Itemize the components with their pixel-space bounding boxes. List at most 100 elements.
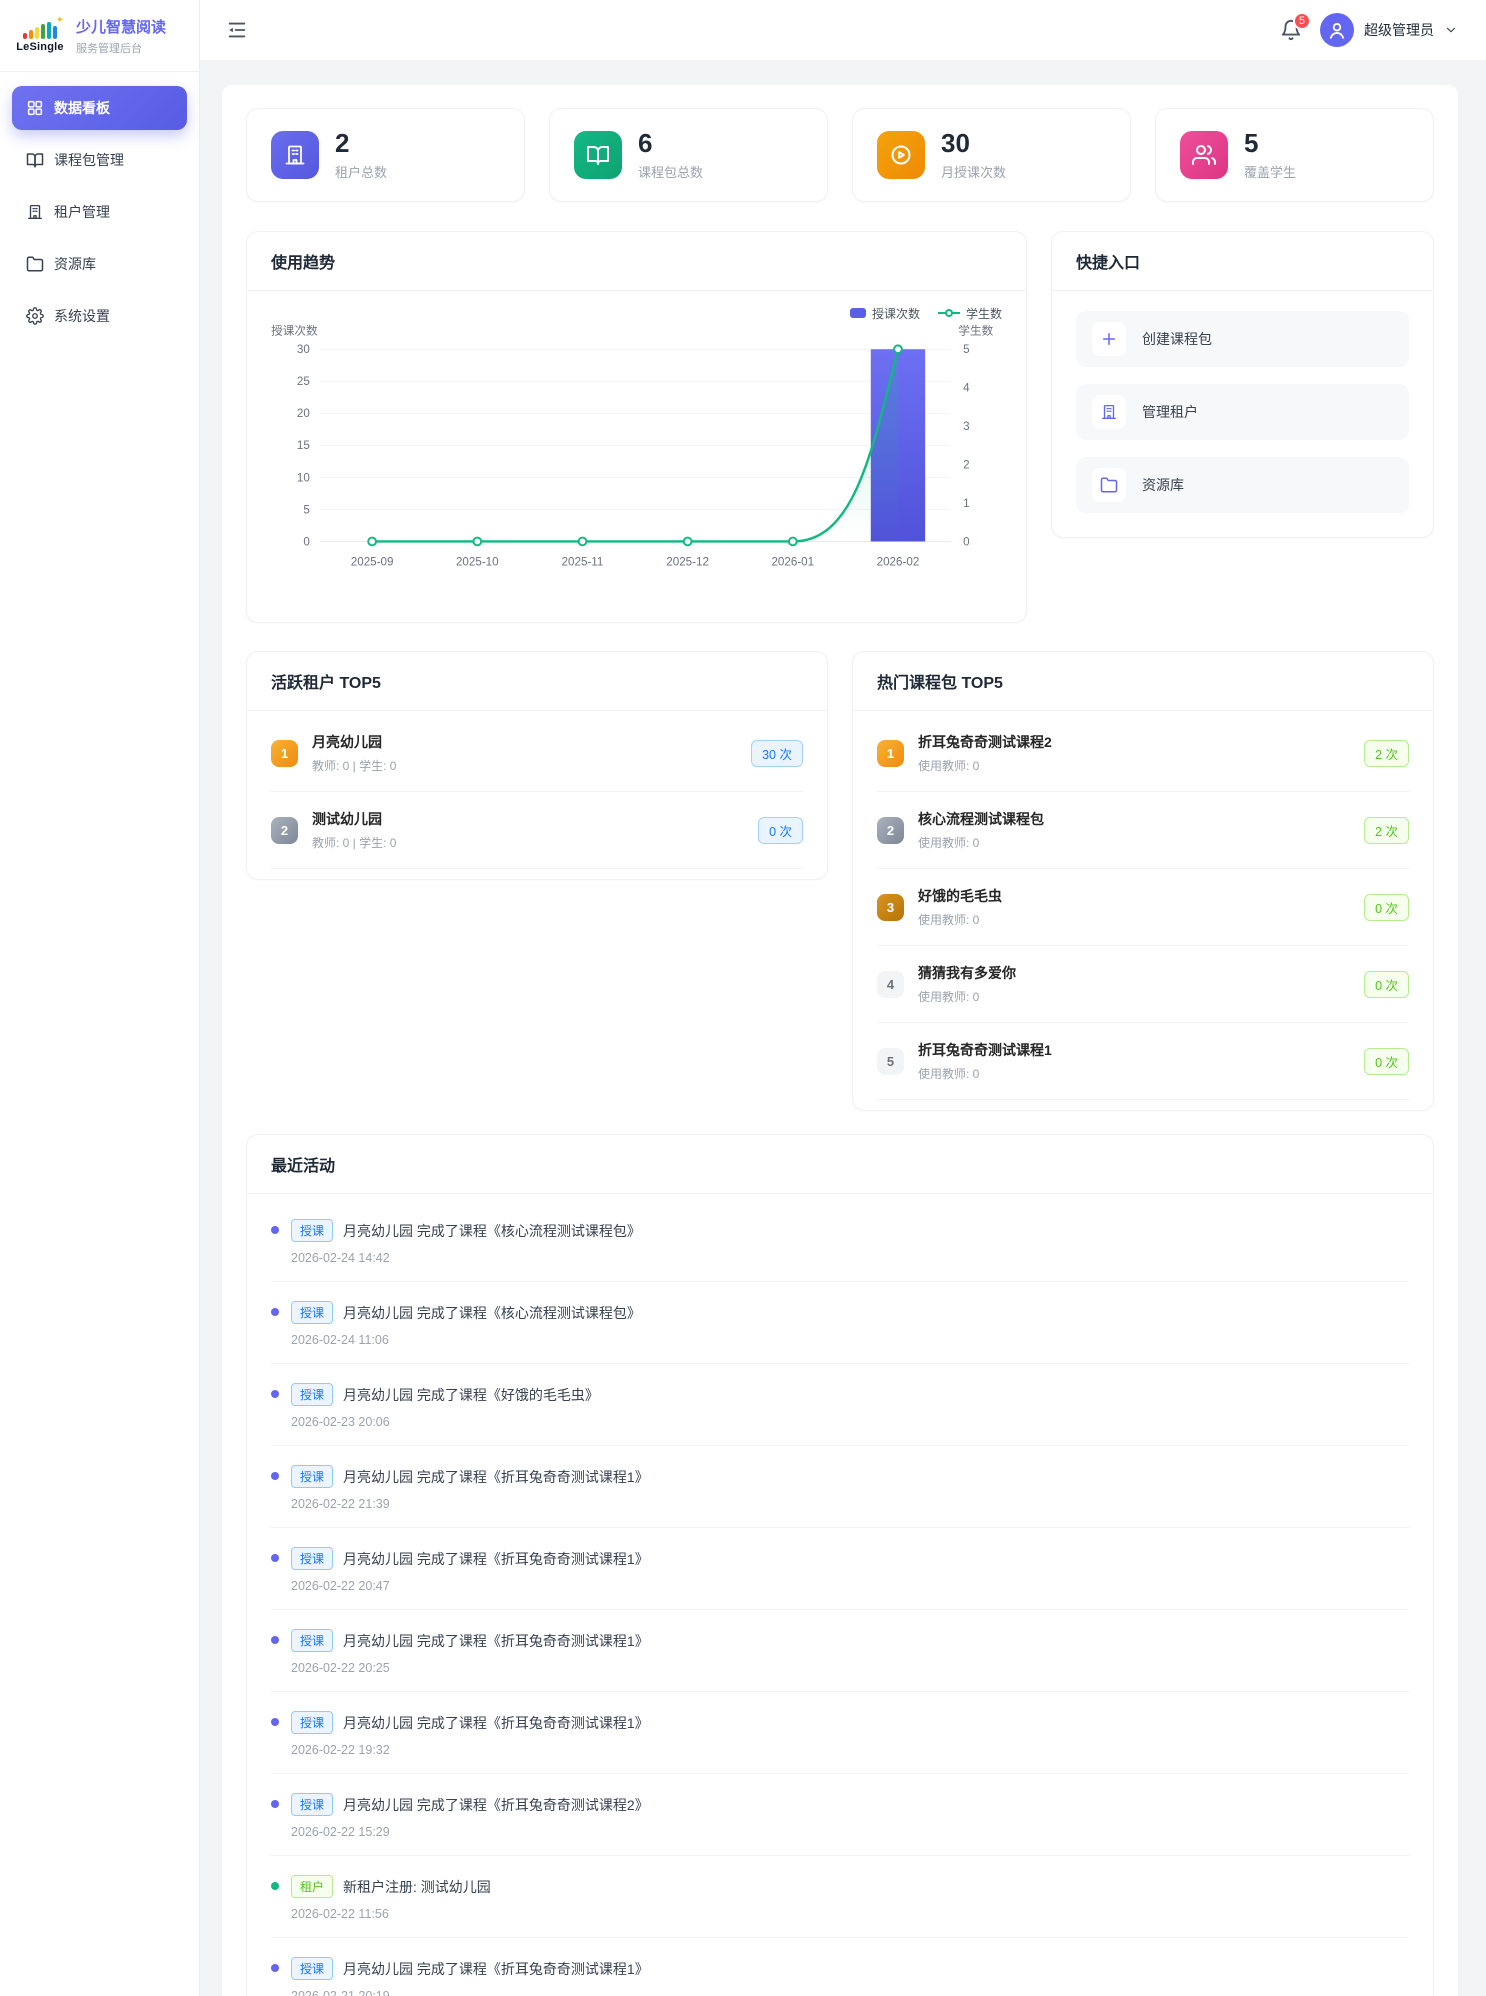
sidebar-item-0[interactable]: 数据看板 — [12, 86, 187, 130]
quick-entry-item-1[interactable]: 管理租户 — [1076, 383, 1409, 440]
tenant-name: 测试幼儿园 — [312, 811, 382, 828]
tenant-row-0: 1 月亮幼儿园 教师: 0 | 学生: 0 30 次 — [271, 715, 803, 793]
svg-text:2025-12: 2025-12 — [666, 555, 709, 568]
activity-row-3: 授课 月亮幼儿园 完成了课程《折耳兔奇奇测试课程1》 2026-02-22 21… — [271, 1446, 1409, 1529]
quick-entry-label: 管理租户 — [1142, 403, 1198, 420]
activity-dot-icon — [271, 1390, 279, 1399]
package-name: 折耳兔奇奇测试课程1 — [918, 1042, 1052, 1059]
sidebar-item-4[interactable]: 系统设置 — [12, 294, 187, 338]
legend-item-students[interactable]: 学生数 — [937, 305, 1002, 322]
activity-row-0: 授课 月亮幼儿园 完成了课程《核心流程测试课程包》 2026-02-24 14:… — [271, 1200, 1409, 1283]
top-bar: 5 超级管理员 — [200, 0, 1486, 60]
svg-text:2025-10: 2025-10 — [456, 555, 499, 568]
quick-entry-card: 快捷入口 创建课程包 管理租户 — [1051, 230, 1434, 538]
activity-text: 月亮幼儿园 完成了课程《折耳兔奇奇测试课程1》 — [343, 1632, 649, 1649]
activity-dot-icon — [271, 1636, 279, 1645]
sidebar-item-3[interactable]: 资源库 — [12, 242, 187, 286]
package-row-2: 3 好饿的毛毛虫 使用教师: 0 0 次 — [877, 869, 1409, 947]
svg-text:学生数: 学生数 — [958, 324, 993, 338]
svg-text:2025-11: 2025-11 — [562, 555, 604, 568]
svg-text:2025-09: 2025-09 — [351, 555, 394, 568]
rank-badge: 3 — [877, 893, 904, 921]
activity-row-1: 授课 月亮幼儿园 完成了课程《核心流程测试课程包》 2026-02-24 11:… — [271, 1282, 1409, 1365]
building-icon — [26, 203, 44, 221]
quick-entry-title: 快捷入口 — [1052, 232, 1433, 291]
app-title: 少儿智慧阅读 — [76, 18, 167, 36]
menu-fold-icon[interactable] — [226, 19, 248, 41]
package-row-0: 1 折耳兔奇奇测试课程2 使用教师: 0 2 次 — [877, 715, 1409, 793]
sidebar-item-label: 租户管理 — [54, 204, 110, 220]
rank-badge: 4 — [877, 970, 904, 998]
activity-row-6: 授课 月亮幼儿园 完成了课程《折耳兔奇奇测试课程1》 2026-02-22 19… — [271, 1692, 1409, 1775]
gear-icon — [26, 307, 44, 325]
activity-tag: 授课 — [291, 1711, 334, 1735]
stat-label: 租户总数 — [335, 164, 388, 180]
activity-text: 月亮幼儿园 完成了课程《好饿的毛毛虫》 — [343, 1386, 599, 1403]
svg-text:5: 5 — [963, 343, 969, 356]
activity-dot-icon — [271, 1882, 279, 1891]
activity-time: 2026-02-24 11:06 — [291, 1333, 389, 1348]
activity-text: 新租户注册: 测试幼儿园 — [343, 1878, 491, 1895]
tenant-meta: 教师: 0 | 学生: 0 — [312, 759, 397, 774]
svg-text:2026-01: 2026-01 — [771, 555, 814, 568]
activity-time: 2026-02-22 19:32 — [291, 1743, 390, 1758]
activity-row-9: 授课 月亮幼儿园 完成了课程《折耳兔奇奇测试课程1》 2026-02-21 20… — [271, 1938, 1409, 1996]
rank-badge: 5 — [877, 1047, 904, 1075]
activity-dot-icon — [271, 1226, 279, 1235]
activity-tag: 授课 — [291, 1465, 334, 1489]
quick-entry-item-2[interactable]: 资源库 — [1076, 456, 1409, 513]
sidebar-item-label: 系统设置 — [54, 308, 110, 324]
line-swatch-icon — [937, 309, 960, 318]
recent-activity-title: 最近活动 — [247, 1135, 1433, 1195]
package-meta: 使用教师: 0 — [918, 836, 980, 851]
stats-row: 2 租户总数 6 课程包总数 — [246, 108, 1434, 202]
lesingle-logo-icon: ✦ LeSingle — [14, 15, 66, 53]
activity-time: 2026-02-22 20:25 — [291, 1661, 390, 1676]
plus-icon — [1092, 321, 1126, 356]
activity-tag: 授课 — [291, 1957, 334, 1981]
stat-label: 课程包总数 — [638, 164, 704, 180]
rank-badge: 2 — [271, 816, 298, 844]
activity-text: 月亮幼儿园 完成了课程《折耳兔奇奇测试课程1》 — [343, 1550, 649, 1567]
play-icon — [877, 130, 925, 179]
activity-row-8: 租户 新租户注册: 测试幼儿园 2026-02-22 11:56 — [271, 1856, 1409, 1939]
svg-text:2026-02: 2026-02 — [877, 555, 920, 568]
quick-entry-label: 创建课程包 — [1142, 330, 1212, 347]
trend-chart-svg: 0 5 10 15 20 25 30 0 1 2 3 4 5 2025-09 2025-10 2025-11 2… — [271, 323, 993, 568]
stat-card-1: 6 课程包总数 — [549, 108, 828, 202]
svg-text:15: 15 — [297, 439, 310, 452]
sidebar-item-label: 课程包管理 — [54, 152, 124, 168]
page-content: 2 租户总数 6 课程包总数 — [200, 60, 1486, 1996]
svg-text:5: 5 — [303, 503, 309, 516]
stat-value: 6 — [638, 128, 653, 158]
legend-item-teaching[interactable]: 授课次数 — [849, 305, 920, 322]
svg-text:3: 3 — [963, 420, 969, 433]
sidebar-item-1[interactable]: 课程包管理 — [12, 138, 187, 182]
logo-area: ✦ LeSingle 少儿智慧阅读 服务管理后台 — [0, 0, 199, 72]
svg-text:4: 4 — [963, 381, 970, 394]
users-icon — [1180, 130, 1228, 179]
activity-text: 月亮幼儿园 完成了课程《折耳兔奇奇测试课程1》 — [343, 1960, 649, 1977]
activity-tag: 授课 — [291, 1383, 334, 1407]
tenant-meta: 教师: 0 | 学生: 0 — [312, 836, 397, 851]
user-menu[interactable]: 超级管理员 — [1320, 13, 1458, 47]
activity-dot-icon — [271, 1554, 279, 1563]
activity-dot-icon — [271, 1308, 279, 1317]
activity-tag: 租户 — [291, 1875, 334, 1899]
quick-entry-item-0[interactable]: 创建课程包 — [1076, 310, 1409, 367]
svg-text:2: 2 — [963, 458, 969, 471]
package-meta: 使用教师: 0 — [918, 913, 980, 928]
package-meta: 使用教师: 0 — [918, 759, 980, 774]
app-subtitle: 服务管理后台 — [76, 42, 142, 55]
book-icon — [574, 130, 622, 179]
usage-trend-title: 使用趋势 — [247, 232, 1026, 291]
activity-tag: 授课 — [291, 1629, 334, 1653]
usage-count-pill: 0 次 — [1364, 970, 1409, 998]
activity-text: 月亮幼儿园 完成了课程《折耳兔奇奇测试课程1》 — [343, 1714, 649, 1731]
svg-text:0: 0 — [963, 535, 970, 548]
activity-time: 2026-02-23 20:06 — [291, 1415, 390, 1430]
legend-label: 授课次数 — [871, 306, 920, 321]
sidebar-item-2[interactable]: 租户管理 — [12, 190, 187, 234]
spark-icon: ✦ — [55, 14, 64, 26]
notification-bell-icon[interactable]: 5 — [1280, 12, 1311, 41]
